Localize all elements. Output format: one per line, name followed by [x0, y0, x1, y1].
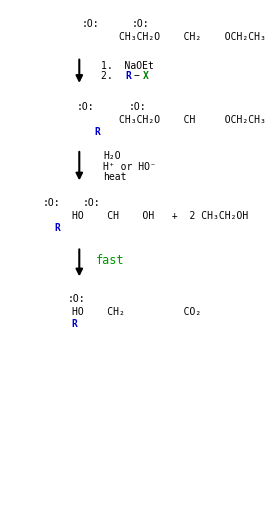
Text: −: − — [134, 71, 140, 81]
Text: CH₃CH₂O    CH₂    OCH₂CH₃: CH₃CH₂O CH₂ OCH₂CH₃ — [120, 32, 266, 42]
Text: R: R — [54, 223, 60, 233]
Text: :O:: :O: — [83, 198, 100, 208]
Text: :O:: :O: — [43, 198, 60, 208]
Text: H₂O: H₂O — [103, 152, 121, 162]
Text: heat: heat — [103, 172, 126, 182]
Text: HO    CH    OH   +  2 CH₃CH₂OH: HO CH OH + 2 CH₃CH₂OH — [72, 211, 249, 221]
Text: :O:: :O: — [77, 102, 95, 112]
Text: :O:: :O: — [129, 102, 147, 112]
Text: :O:: :O: — [82, 19, 99, 29]
Text: H⁺ or HO⁻: H⁺ or HO⁻ — [103, 162, 156, 172]
Text: 1.  NaOEt: 1. NaOEt — [101, 61, 153, 70]
Text: CH₃CH₂O    CH     OCH₂CH₃: CH₃CH₂O CH OCH₂CH₃ — [120, 115, 266, 125]
Text: :O:: :O: — [68, 294, 85, 304]
Text: fast: fast — [96, 254, 124, 267]
Text: HO    CH₂          CO₂: HO CH₂ CO₂ — [72, 307, 202, 317]
Text: R: R — [125, 71, 131, 81]
Text: R: R — [95, 127, 101, 137]
Text: 2.: 2. — [101, 71, 124, 81]
Text: X: X — [143, 71, 149, 81]
Text: R: R — [71, 319, 77, 329]
Text: :O:: :O: — [131, 19, 149, 29]
